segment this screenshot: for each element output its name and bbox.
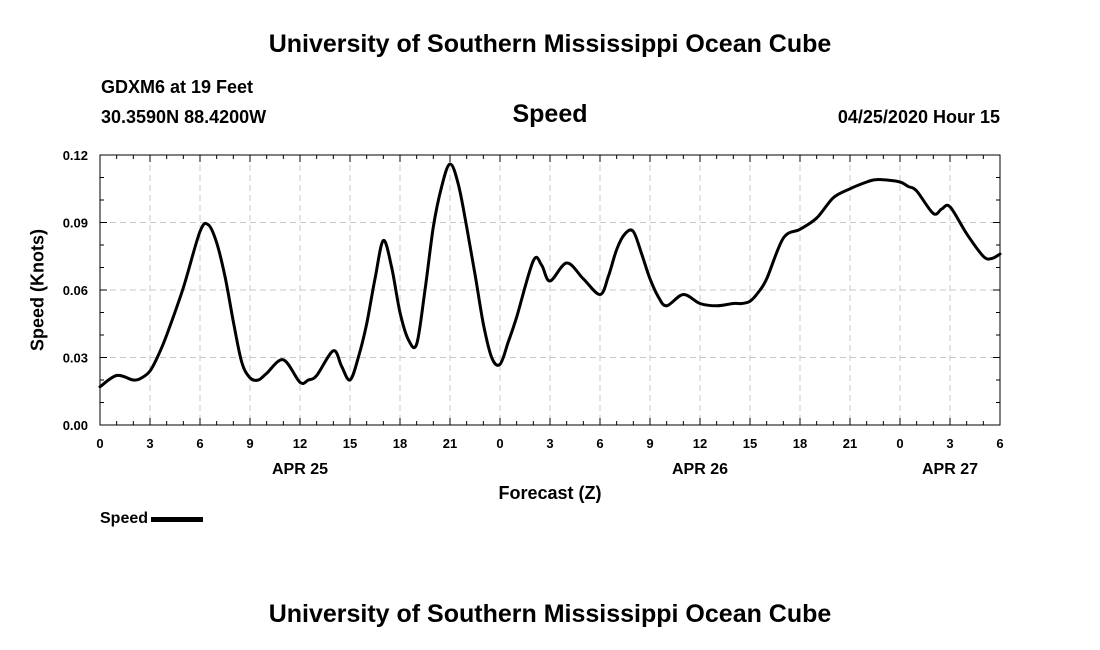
x-tick-label: 3 <box>546 436 553 451</box>
legend-swatch <box>151 516 204 522</box>
x-tick-label: 6 <box>196 436 203 451</box>
legend-label: Speed <box>100 510 149 527</box>
chart-title: Speed <box>512 100 588 128</box>
x-tick-label: 0 <box>896 436 903 451</box>
y-tick-label: 0.03 <box>63 351 88 366</box>
x-tick-label: 9 <box>646 436 653 451</box>
coordinates-label: 30.3590N 88.4200W <box>101 107 267 127</box>
x-tick-label: 12 <box>293 436 307 451</box>
y-tick-label: 0.00 <box>63 418 88 433</box>
page-title: University of Southern Mississippi Ocean… <box>268 30 832 58</box>
x-tick-label: 21 <box>443 436 457 451</box>
x-tick-label: 6 <box>996 436 1003 451</box>
x-tick-label: 3 <box>946 436 953 451</box>
x-tick-label: 12 <box>693 436 707 451</box>
x-tick-label: 0 <box>96 436 103 451</box>
axis-ticks <box>99 154 1001 426</box>
x-tick-label: 21 <box>843 436 857 451</box>
x-tick-label: 15 <box>343 436 357 451</box>
x-tick-label: 15 <box>743 436 757 451</box>
x-tick-label: 0 <box>496 436 503 451</box>
series-line-speed <box>98 162 1002 389</box>
legend: Speed <box>100 510 204 528</box>
x-tick-label: 18 <box>793 436 807 451</box>
y-tick-label: 0.06 <box>63 283 88 298</box>
x-tick-label: 9 <box>246 436 253 451</box>
x-axis-label: Forecast (Z) <box>498 483 602 503</box>
station-label: GDXM6 at 19 Feet <box>101 77 254 97</box>
grid-lines <box>100 155 1000 425</box>
y-tick-label: 0.12 <box>63 148 88 163</box>
x-tick-label: 6 <box>596 436 603 451</box>
footer-title: University of Southern Mississippi Ocean… <box>268 600 832 628</box>
y-tick-label: 0.09 <box>63 216 88 231</box>
series-layer <box>98 162 1002 389</box>
x-tick-label: 3 <box>146 436 153 451</box>
date-label: APR 27 <box>922 461 978 478</box>
x-tick-label: 18 <box>393 436 407 451</box>
tick-labels: 0 3 6 9 12 15 18 21 0 3 6 9 12 15 18 21 0 3 6 0.00 0.03 0.06 0… <box>63 148 1004 478</box>
datetime-label: 04/25/2020 Hour 15 <box>837 107 1000 127</box>
y-axis-label: Speed (Knots) <box>27 228 48 352</box>
date-label: APR 25 <box>272 461 328 478</box>
plot-frame <box>99 154 1001 426</box>
date-label: APR 26 <box>672 461 728 478</box>
